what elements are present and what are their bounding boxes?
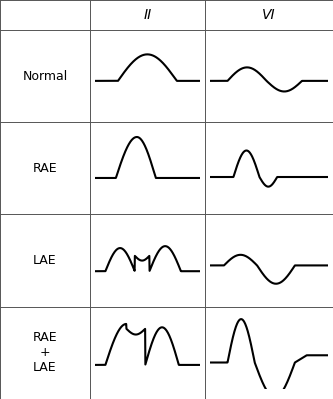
Text: VI: VI (262, 8, 276, 22)
Text: Normal: Normal (22, 69, 68, 83)
Text: LAE: LAE (33, 254, 57, 267)
Text: RAE
+
LAE: RAE + LAE (33, 331, 57, 374)
Text: II: II (143, 8, 152, 22)
Text: RAE: RAE (33, 162, 57, 175)
